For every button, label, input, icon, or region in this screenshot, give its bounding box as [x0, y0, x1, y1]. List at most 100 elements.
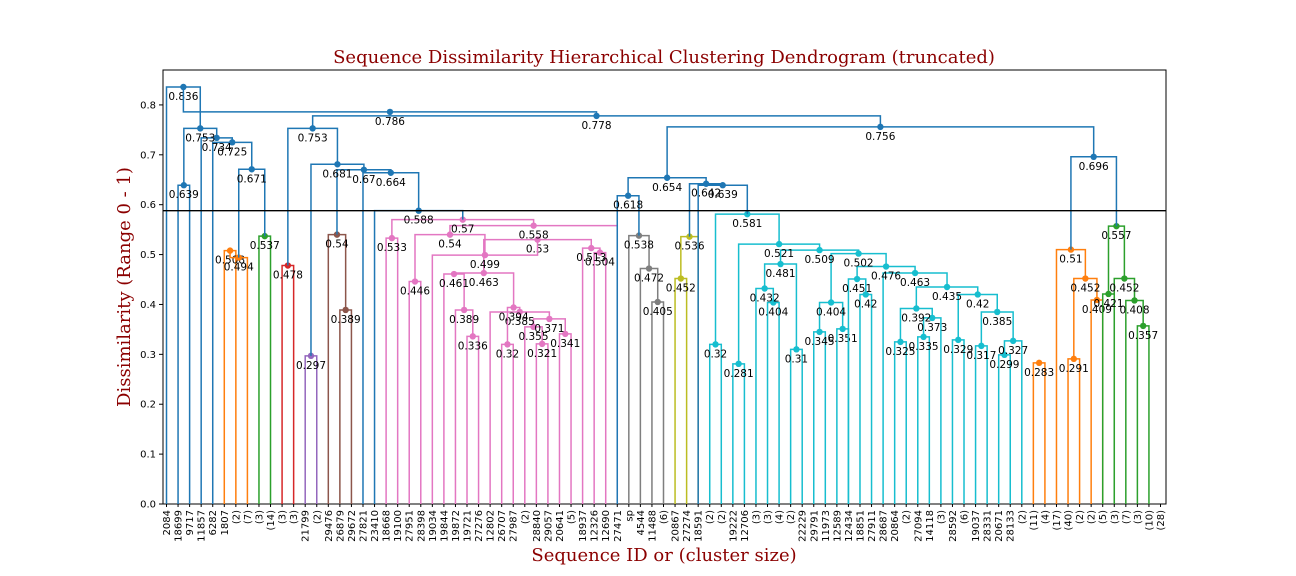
merge-height-label: 0.639	[169, 189, 199, 201]
plot-area: 0.0 0.1 0.2 0.3 0.4 0.5 0.6 0.7 0.8 2084 18699 9717…	[140, 69, 1167, 542]
leaf-label: (2)	[312, 510, 323, 524]
dendrogram-link	[408, 280, 422, 504]
merge-height-label: 0.283	[1024, 367, 1054, 379]
dendrogram-link	[893, 341, 907, 504]
leaf-label: 29672	[347, 510, 358, 542]
leaf-label: (2)	[902, 510, 913, 524]
merge-height-label: 0.725	[217, 146, 247, 158]
merge-height-label: 0.538	[624, 240, 654, 252]
merge-point	[386, 108, 394, 116]
merge-height-label: 0.536	[674, 241, 704, 253]
y-tick-label: 0.4	[140, 300, 156, 311]
merge-height-label: 0.756	[865, 131, 895, 143]
leaf-label: 18699	[174, 510, 185, 542]
merge-height-label: 0.357	[1128, 330, 1158, 342]
dendrogram-link	[535, 343, 549, 504]
leaf-label: (3)	[936, 510, 947, 524]
leaf-label: 4544	[636, 510, 647, 535]
merge-height-label: 0.451	[842, 283, 872, 295]
leaf-label: 26707	[497, 510, 508, 542]
merge-point	[1035, 359, 1043, 367]
merge-height-label: 0.404	[816, 306, 846, 318]
merge-point	[334, 161, 341, 168]
merge-height-label: 0.404	[758, 306, 788, 318]
dendrogram-link	[708, 343, 723, 504]
leaf-label: 18937	[578, 510, 589, 542]
leaf-label: (4)	[775, 510, 786, 524]
merge-height-label: 0.581	[732, 218, 762, 230]
merge-height-label: 0.389	[449, 314, 479, 326]
leaf-label: 12589	[832, 510, 843, 542]
leaf-label: (3)	[751, 510, 762, 524]
dendrogram-link	[229, 250, 249, 504]
dendrogram-link	[281, 264, 295, 504]
dendrogram-link	[766, 301, 780, 504]
leaf-label: (4)	[1040, 510, 1051, 524]
dendrogram-link	[443, 273, 465, 504]
merge-height-label: 0.54	[438, 239, 462, 251]
dendrogram-link	[558, 333, 572, 504]
dendrogram-link	[1090, 299, 1104, 504]
merge-height-label: 0.461	[439, 278, 469, 290]
merge-height-label: 0.452	[1070, 283, 1100, 295]
merge-point	[1131, 297, 1138, 304]
dendrogram-link	[697, 184, 749, 504]
leaf-label: 14118	[925, 510, 936, 542]
merge-height-label: 0.341	[550, 338, 580, 350]
merge-height-label: 0.537	[250, 240, 280, 252]
merge-height-label: 0.32	[704, 348, 727, 360]
merge-height-label: 0.494	[224, 262, 254, 274]
leaf-label: (2)	[705, 510, 716, 524]
leaf-label: 18851	[855, 510, 866, 542]
merge-point	[744, 210, 751, 218]
leaf-label: (3)	[278, 510, 289, 524]
merge-point	[663, 174, 671, 181]
leaf-label: 27276	[474, 510, 485, 542]
dendrogram-link	[639, 267, 659, 504]
merge-height-label: 0.42	[854, 298, 877, 310]
plot-frame	[162, 69, 1167, 505]
leaf-label: 22229	[798, 510, 809, 542]
merge-height-label: 0.472	[634, 273, 664, 285]
merge-height-label: 0.325	[885, 346, 915, 358]
merge-height-label: 0.435	[932, 291, 962, 303]
leaf-label: (2)	[1087, 510, 1098, 524]
dendrogram-link	[304, 355, 318, 504]
leaf-label: 28331	[983, 510, 994, 542]
y-tick-label: 0.1	[140, 450, 156, 461]
merge-height-label: 0.389	[331, 314, 361, 326]
leaf-label: (14)	[266, 510, 277, 531]
leaf-label: 28133	[1006, 510, 1017, 542]
dendrogram-link	[177, 184, 191, 504]
dendrogram-link	[951, 339, 965, 504]
leaf-label: (11)	[1029, 510, 1040, 531]
merge-height-label: 0.51	[1059, 254, 1082, 266]
merge-point	[929, 314, 936, 322]
leaf-label: (2)	[717, 510, 728, 524]
leaf-label: 19721	[463, 510, 474, 542]
y-tick-label: 0.2	[140, 400, 156, 411]
merge-point	[877, 123, 884, 131]
leaf-label: 29057	[543, 510, 554, 542]
merge-height-label: 0.786	[375, 116, 405, 128]
merge-point	[775, 240, 783, 248]
merge-height-label: 0.478	[273, 270, 303, 282]
dendrogram-link	[1101, 293, 1116, 504]
leaf-label: 27274	[682, 510, 693, 542]
leaf-label: 11973	[821, 510, 832, 542]
dendrogram-link	[223, 249, 237, 504]
leaf-label: 28398	[416, 510, 427, 542]
merge-point	[702, 180, 710, 187]
merge-height-label: 0.355	[518, 331, 548, 343]
merge-point	[197, 125, 204, 132]
merge-height-label: 0.753	[185, 132, 215, 144]
leaf-label: (28)	[1156, 510, 1167, 531]
leaf-label: 12690	[601, 510, 612, 542]
leaf-label: 27821	[358, 510, 369, 542]
dendrogram-link	[1032, 362, 1046, 504]
merge-height-label: 0.734	[202, 142, 232, 154]
dendrogram-link	[651, 301, 665, 504]
merge-height-label: 0.502	[844, 258, 874, 270]
merge-height-label: 0.671	[237, 173, 267, 185]
